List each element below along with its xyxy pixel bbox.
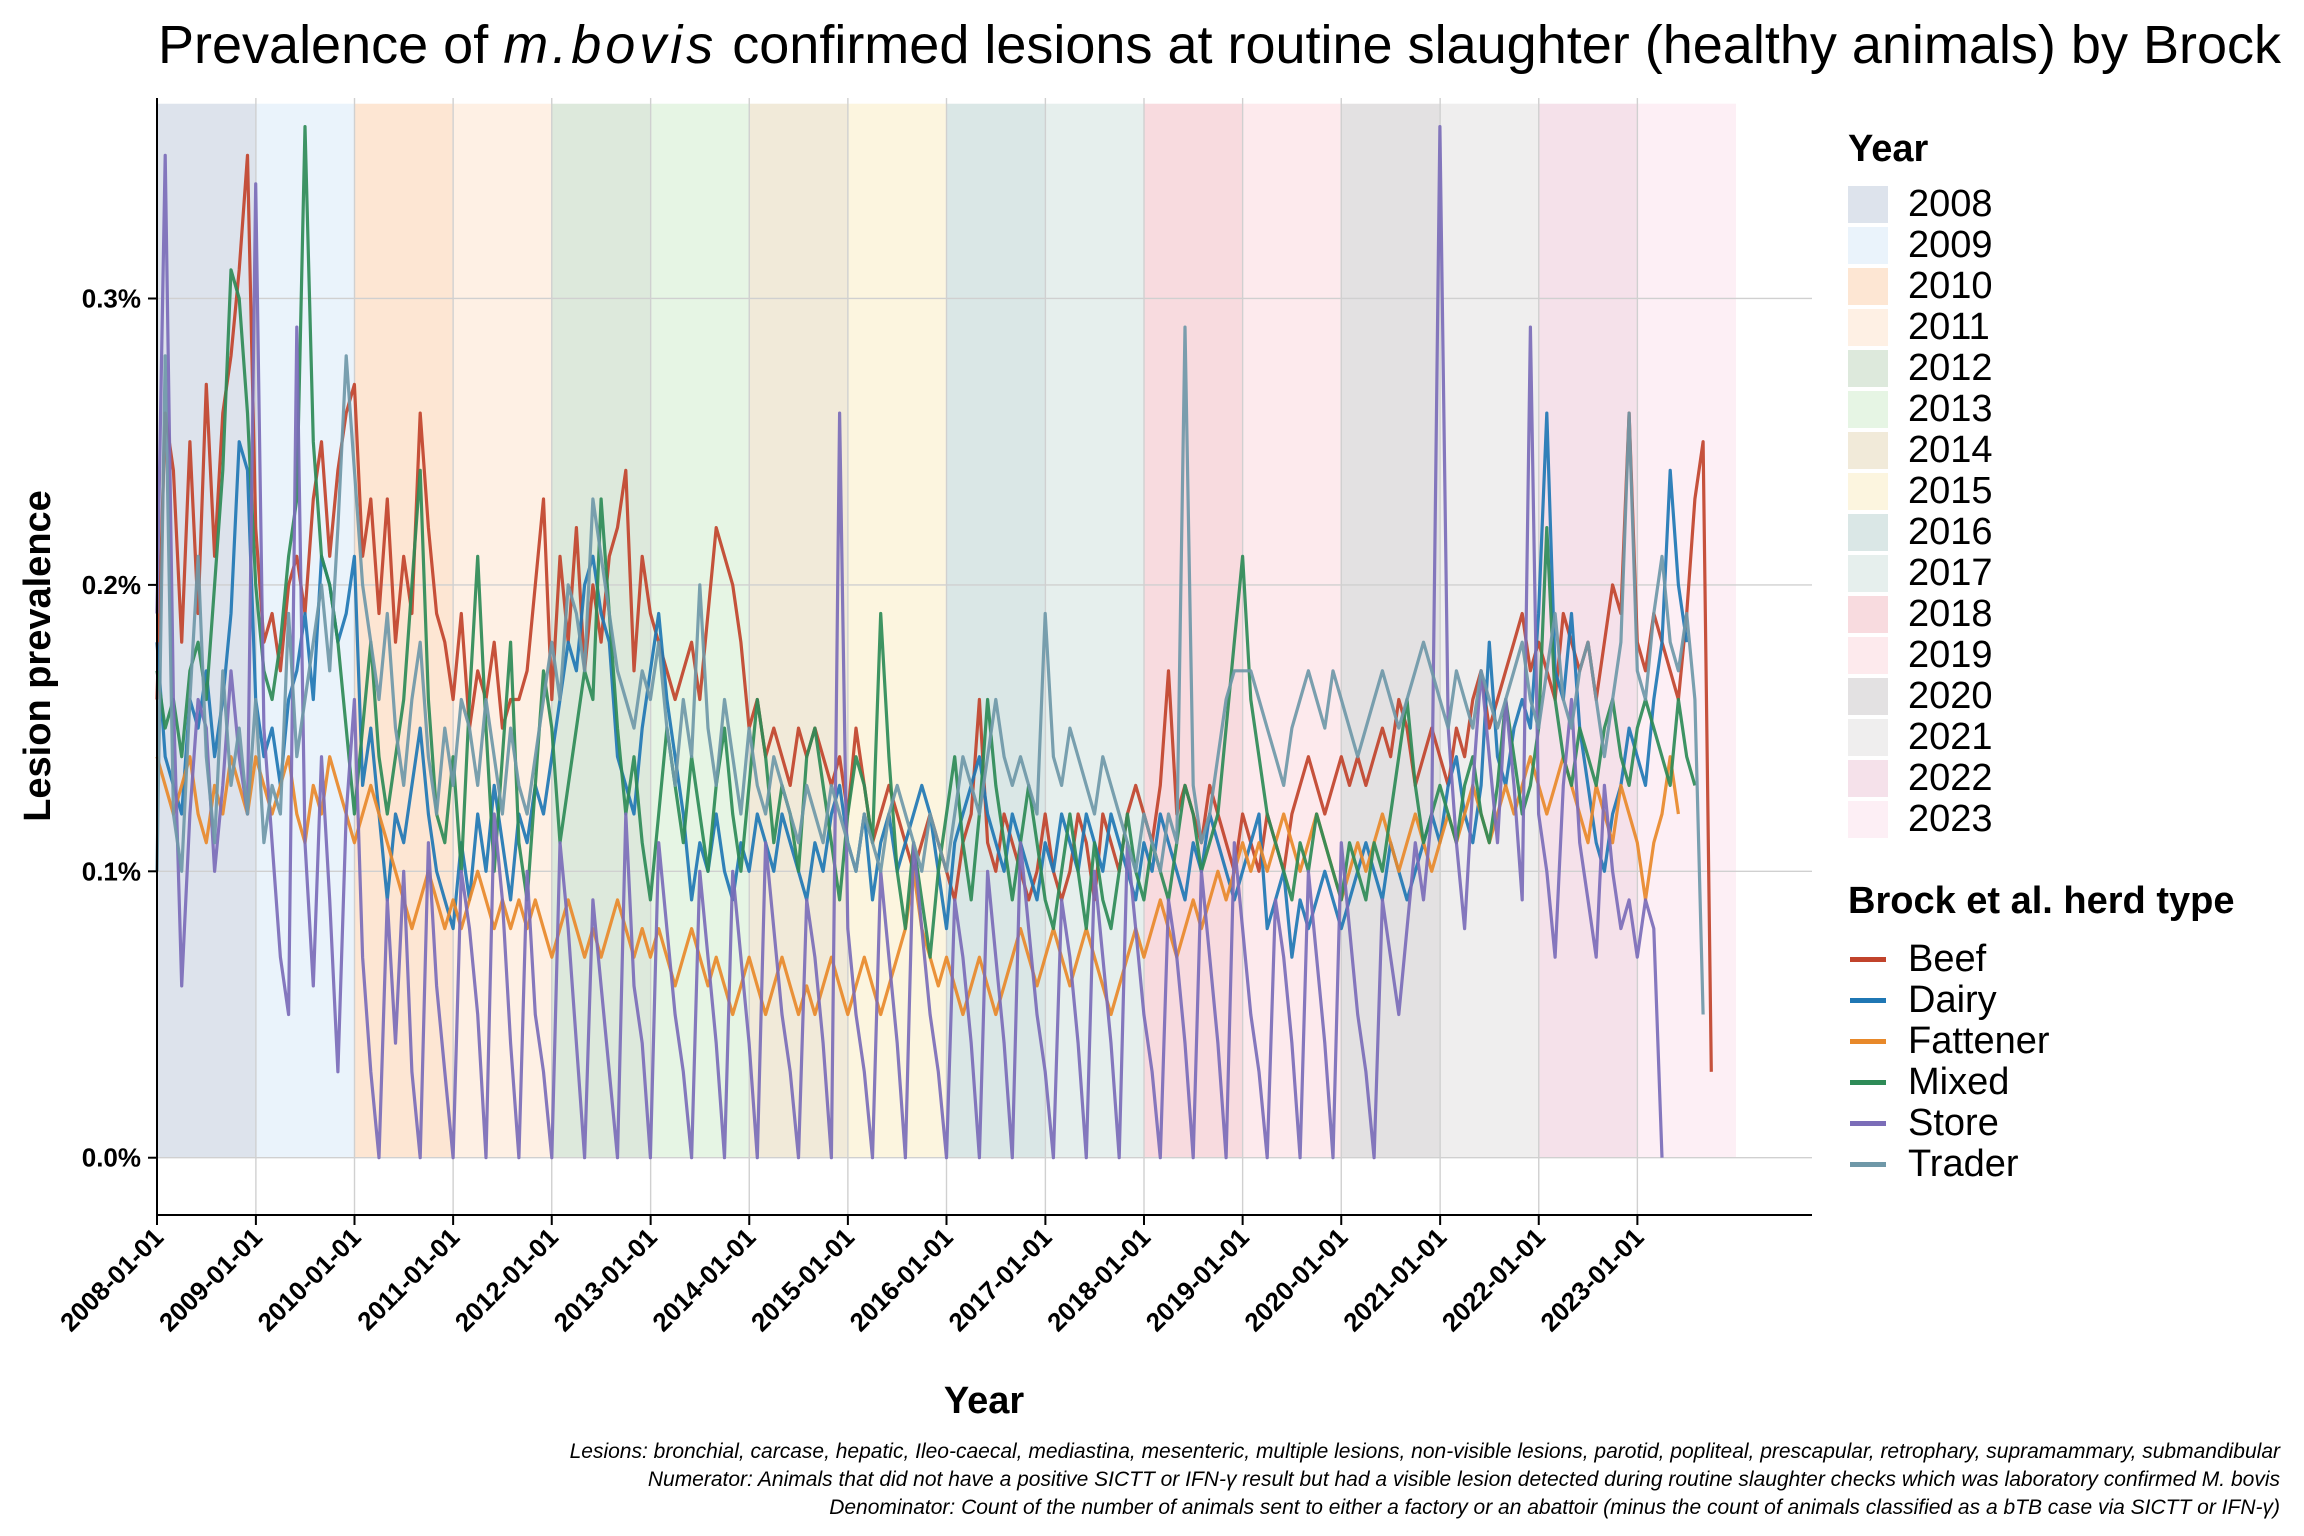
y-tick-label: 0.1% — [82, 856, 141, 886]
legend-label-2020: 2020 — [1908, 675, 1993, 717]
x-tick-label: 2021-01-01 — [1337, 1222, 1452, 1337]
x-tick-label: 2011-01-01 — [351, 1222, 465, 1336]
year-band-2019 — [1242, 103, 1342, 1158]
x-tick-label: 2016-01-01 — [843, 1222, 958, 1337]
legend-swatch-2022 — [1848, 760, 1888, 797]
year-band-2011 — [453, 103, 552, 1158]
legend-label-trader: Trader — [1908, 1143, 2019, 1185]
legend-swatch-trader — [1850, 1162, 1886, 1167]
series-line-store — [155, 124, 1664, 1160]
x-tick-label: 2013-01-01 — [548, 1222, 663, 1337]
legend-label-mixed: Mixed — [1908, 1061, 2010, 1103]
y-tick-label: 0.0% — [82, 1143, 141, 1173]
legend-label-beef: Beef — [1908, 938, 1987, 980]
chart-title: Prevalence of m.bovis confirmed lesions … — [158, 14, 2281, 76]
caption-numerator: Numerator: Animals that did not have a p… — [647, 1468, 2280, 1491]
legend-swatch-2019 — [1848, 637, 1888, 674]
legend-label-2009: 2009 — [1908, 224, 1993, 266]
x-tick-label: 2023-01-01 — [1534, 1222, 1649, 1337]
legend-label-2013: 2013 — [1908, 388, 1993, 430]
legend-label-2016: 2016 — [1908, 511, 1993, 553]
series-line-mixed — [155, 124, 1697, 959]
legend-label-store: Store — [1908, 1102, 1999, 1144]
x-tick-label: 2009-01-01 — [153, 1222, 268, 1337]
legend-swatch-2020 — [1848, 678, 1888, 715]
legend-swatch-fattener — [1850, 1039, 1886, 1044]
year-band-2015 — [847, 103, 947, 1158]
legend-label-dairy: Dairy — [1908, 979, 1997, 1021]
caption-denominator: Denominator: Count of the number of anim… — [829, 1496, 2280, 1519]
legend-label-2018: 2018 — [1908, 593, 1993, 635]
year-band-2020 — [1341, 103, 1441, 1158]
legend-label-2014: 2014 — [1908, 429, 1993, 471]
legend-label-2023: 2023 — [1908, 798, 1993, 840]
caption-lesions: Lesions: bronchial, carcase, hepatic, Il… — [569, 1440, 2280, 1463]
year-band-2021 — [1440, 103, 1539, 1158]
x-tick-label: 2018-01-01 — [1041, 1222, 1156, 1337]
y-ticks: 0.0% 0.1% 0.2% 0.3% — [82, 283, 157, 1173]
legend-label-2008: 2008 — [1908, 183, 1993, 225]
x-tick-label: 2014-01-01 — [646, 1222, 761, 1337]
legend-swatch-2009 — [1848, 227, 1888, 264]
year-band-2023 — [1637, 103, 1736, 1158]
series-line-trader — [155, 325, 1705, 1015]
legend-swatch-2016 — [1848, 514, 1888, 551]
year-band-2014 — [749, 103, 848, 1158]
legend-swatch-2010 — [1848, 268, 1888, 305]
legend-swatch-store — [1850, 1121, 1886, 1126]
legend-label-2021: 2021 — [1908, 716, 1993, 758]
caption: Lesions: bronchial, carcase, hepatic, Il… — [570, 1438, 2280, 1522]
year-band-2017 — [1045, 103, 1145, 1158]
x-tick-label: 2012-01-01 — [449, 1222, 564, 1337]
legend-label-2017: 2017 — [1908, 552, 1993, 594]
chart-title-organism: m.bovis — [503, 15, 718, 75]
legend-swatch-2011 — [1848, 309, 1888, 346]
year-band-2013 — [650, 103, 750, 1158]
legend-swatch-2012 — [1848, 350, 1888, 387]
year-band-2016 — [946, 103, 1046, 1158]
x-tick-label: 2017-01-01 — [942, 1222, 1057, 1337]
x-tick-label: 2015-01-01 — [745, 1222, 860, 1337]
legend-year-title: Year — [1848, 128, 1929, 170]
legend-swatch-2023 — [1848, 801, 1888, 838]
x-tick-label: 2010-01-01 — [251, 1222, 366, 1337]
legend-swatch-2021 — [1848, 719, 1888, 756]
legend-swatch-2018 — [1848, 596, 1888, 633]
y-axis-label: Lesion prevalence — [17, 490, 59, 822]
chart-title-pre: Prevalence of — [158, 15, 504, 75]
legend-label-2019: 2019 — [1908, 634, 1993, 676]
chart-title-post: confirmed lesions at routine slaughter (… — [717, 15, 2281, 75]
x-tick-label: 2020-01-01 — [1238, 1222, 1353, 1337]
year-band-2018 — [1144, 103, 1243, 1158]
x-axis-label: Year — [944, 1380, 1025, 1422]
legend-label-2010: 2010 — [1908, 265, 1993, 307]
legend-label-2011: 2011 — [1908, 306, 1990, 348]
legend-herd-title: Brock et al. herd type — [1848, 880, 2235, 922]
legend-swatch-mixed — [1850, 1080, 1886, 1085]
y-tick-label: 0.2% — [82, 570, 141, 600]
legend-swatch-2014 — [1848, 432, 1888, 469]
legend-swatch-2015 — [1848, 473, 1888, 510]
legend-label-2022: 2022 — [1908, 757, 1993, 799]
legend-swatch-beef — [1850, 957, 1886, 962]
x-ticks: 2008-01-012009-01-012010-01-012011-01-01… — [54, 1215, 1650, 1337]
y-tick-label: 0.3% — [82, 283, 141, 313]
series-lines — [155, 124, 1713, 1160]
legend-swatch-dairy — [1850, 998, 1886, 1003]
legend-label-2015: 2015 — [1908, 470, 1993, 512]
legend-swatch-2008 — [1848, 186, 1888, 223]
legend-label-2012: 2012 — [1908, 347, 1993, 389]
legend-swatch-2013 — [1848, 391, 1888, 428]
x-tick-label: 2019-01-01 — [1140, 1222, 1255, 1337]
x-tick-label: 2022-01-01 — [1436, 1222, 1551, 1337]
legend-label-fattener: Fattener — [1908, 1020, 2050, 1062]
legend-swatch-2017 — [1848, 555, 1888, 592]
x-tick-label: 2008-01-01 — [54, 1222, 169, 1337]
